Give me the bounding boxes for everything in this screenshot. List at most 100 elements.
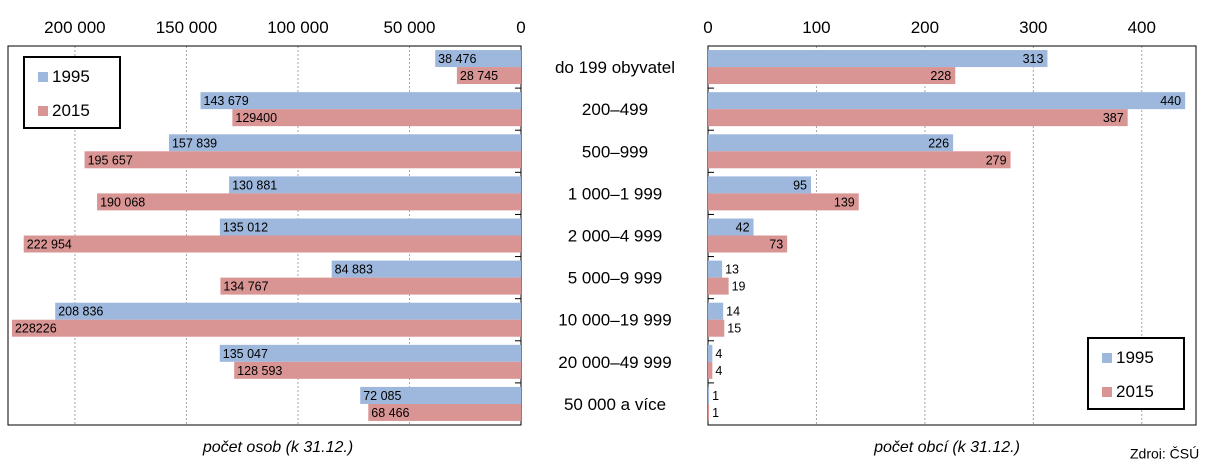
- bar-2015: [84, 151, 521, 169]
- data-label: 15: [727, 322, 741, 336]
- bar-2015: [708, 319, 725, 337]
- x-axis-title: počet osob (k 31.12.): [202, 439, 353, 456]
- data-label: 190 068: [100, 195, 145, 209]
- bar-1995: [708, 92, 1186, 110]
- bar-1995: [229, 176, 521, 194]
- data-label: 139: [834, 195, 855, 209]
- data-label: 129400: [235, 111, 277, 125]
- source-note: Zdroj: ČSÚ: [1130, 446, 1199, 460]
- right-chart-municipalities: 0 100 200 300 400313440226954213144122838727…: [703, 18, 1197, 456]
- bar-1995: [219, 344, 521, 362]
- category-labels: do 199 obyvatel 200–499 500–999 1 000–1 999…: [555, 58, 675, 414]
- data-label: 128 593: [237, 364, 282, 378]
- bar-1995: [708, 218, 754, 236]
- bar-2015: [220, 277, 521, 295]
- data-label: 28 745: [460, 69, 498, 83]
- data-label: 143 679: [204, 94, 249, 108]
- data-label: 157 839: [172, 136, 217, 150]
- data-label: 226: [928, 136, 949, 150]
- bar-2015: [368, 403, 521, 421]
- x-tick-label: 0: [703, 18, 712, 37]
- data-label: 95: [793, 178, 807, 192]
- bar-2015: [708, 403, 710, 421]
- legend-label-1995: 1995: [1116, 348, 1154, 367]
- bar-1995: [168, 134, 521, 152]
- data-label: 1: [712, 389, 719, 403]
- data-label: 42: [736, 221, 750, 235]
- data-label: 14: [726, 305, 740, 319]
- data-label: 135 047: [223, 347, 268, 361]
- x-tick-label: 100 000: [267, 18, 328, 37]
- bar-2015: [708, 277, 729, 295]
- data-label: 38 476: [438, 52, 476, 66]
- data-label: 4: [715, 347, 722, 361]
- x-axis-title: počet obcí (k 31.12.): [873, 439, 1020, 456]
- bar-2015: [708, 193, 859, 211]
- data-label: 387: [1103, 111, 1124, 125]
- data-label: 228226: [15, 322, 57, 336]
- x-tick-label: 200 000: [44, 18, 105, 37]
- category-label: 5 000–9 999: [568, 269, 663, 288]
- data-label: 208 836: [58, 305, 103, 319]
- bar-1995: [708, 134, 954, 152]
- data-label: 313: [1023, 52, 1044, 66]
- bar-1995: [331, 260, 521, 278]
- bar-2015: [456, 67, 521, 85]
- data-label: 13: [725, 263, 739, 277]
- legend-swatch-1995: [38, 72, 48, 82]
- legend-swatch-2015: [1102, 387, 1112, 397]
- category-label: 10 000–19 999: [558, 311, 671, 330]
- bar-1995: [200, 92, 521, 110]
- data-label: 1: [712, 406, 719, 420]
- data-label: 130 881: [232, 178, 277, 192]
- legend-box: [1087, 337, 1185, 410]
- data-label: 222 954: [27, 238, 72, 252]
- data-label: 440: [1160, 94, 1181, 108]
- bar-2015: [97, 193, 521, 211]
- bar-2015: [708, 361, 713, 379]
- bar-1995: [708, 302, 724, 320]
- x-tick-label: 0: [516, 18, 525, 37]
- category-label: 200–499: [582, 100, 648, 119]
- x-tick-label: 50 000: [383, 18, 435, 37]
- data-label: 19: [732, 280, 746, 294]
- legend-swatch-2015: [38, 106, 48, 116]
- bar-2015: [708, 109, 1128, 127]
- bar-1995: [219, 218, 521, 236]
- data-label: 73: [769, 238, 783, 252]
- bar-2015: [232, 109, 521, 127]
- category-label: 20 000–49 999: [558, 353, 671, 372]
- bar-2015: [708, 235, 788, 253]
- legend-label-2015: 2015: [52, 101, 90, 120]
- data-label: 195 657: [88, 153, 133, 167]
- x-tick-label: 400: [1128, 18, 1156, 37]
- bar-2015: [234, 361, 521, 379]
- bar-1995: [708, 176, 812, 194]
- data-label: 4: [715, 364, 722, 378]
- bar-1995: [708, 344, 713, 362]
- x-tick-label: 150 000: [156, 18, 217, 37]
- legend-label-2015: 2015: [1116, 382, 1154, 401]
- bar-1995: [708, 260, 723, 278]
- category-label: 1 000–1 999: [568, 184, 663, 203]
- x-tick-label: 300: [1019, 18, 1047, 37]
- bar-1995: [435, 50, 521, 68]
- legend-swatch-1995: [1102, 353, 1112, 363]
- bar-1995: [708, 386, 710, 404]
- left-chart-population: 200 000 150 000 100 000 50 000 0 38 476 143 67…: [7, 18, 526, 456]
- data-label: 134 767: [223, 280, 268, 294]
- x-tick-label: 100: [802, 18, 830, 37]
- bar-2015: [708, 67, 956, 85]
- bar-1995: [55, 302, 521, 320]
- data-label: 228: [930, 69, 951, 83]
- data-label: 279: [986, 153, 1007, 167]
- bar-1995: [360, 386, 521, 404]
- bar-2015: [11, 319, 522, 337]
- category-label: 500–999: [582, 142, 648, 161]
- category-label: do 199 obyvatel: [555, 58, 675, 77]
- bar-1995: [708, 50, 1048, 68]
- bar-2015: [708, 151, 1011, 169]
- data-label: 84 883: [335, 263, 373, 277]
